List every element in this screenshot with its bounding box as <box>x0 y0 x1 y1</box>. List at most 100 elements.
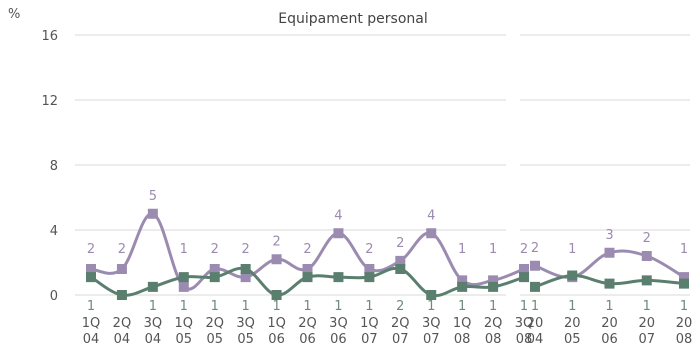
data-label-purple: 5 <box>149 189 157 204</box>
x-tick-label: 07 <box>392 332 409 347</box>
x-tick-label: 04 <box>114 332 131 347</box>
data-label-purple: 1 <box>180 242 188 257</box>
data-label-purple: 2 <box>303 242 311 257</box>
data-label-purple: 1 <box>680 242 688 257</box>
data-label-purple: 2 <box>272 234 280 249</box>
x-tick-label: 05 <box>176 332 193 347</box>
data-label-green: 1 <box>427 299 435 314</box>
x-tick-label: 07 <box>638 332 655 347</box>
x-tick-label: 3Q <box>422 316 441 331</box>
data-label-purple: 2 <box>531 241 539 256</box>
data-label-purple: 2 <box>643 231 651 246</box>
x-tick-label: 08 <box>485 332 502 347</box>
x-tick-label: 20 <box>601 316 618 331</box>
x-tick-label: 3Q <box>329 316 348 331</box>
data-point-green <box>147 281 158 292</box>
data-point-green <box>426 290 437 300</box>
x-tick-label: 2Q <box>113 316 132 331</box>
x-tick-label: 2Q <box>484 316 503 331</box>
data-label-green: 1 <box>605 299 613 314</box>
x-tick-labels: 1Q042Q043Q041Q052Q053Q051Q062Q063Q061Q07… <box>82 316 693 347</box>
data-point-green <box>271 290 282 300</box>
data-label-purple: 2 <box>242 242 250 257</box>
x-tick-label: 1Q <box>453 316 472 331</box>
data-label-purple: 1 <box>489 242 497 257</box>
data-point-green <box>519 272 530 283</box>
x-tick-label: 05 <box>206 332 223 347</box>
x-tick-label: 04 <box>527 332 544 347</box>
data-point-green <box>333 272 344 283</box>
data-point-purple <box>178 281 189 292</box>
data-label-purple: 2 <box>87 242 95 257</box>
data-point-purple <box>488 275 499 286</box>
data-point-green <box>457 281 468 292</box>
data-point-purple <box>604 247 615 258</box>
x-tick-label: 04 <box>145 332 162 347</box>
y-tick-label: 0 <box>50 289 58 304</box>
data-label-purple: 2 <box>520 242 528 257</box>
data-label-green: 1 <box>531 299 539 314</box>
data-point-purple <box>364 264 375 274</box>
data-label-green: 1 <box>149 299 157 314</box>
data-point-purple <box>641 251 652 261</box>
data-point-green <box>488 281 499 292</box>
data-point-green <box>178 272 189 283</box>
data-point-green <box>116 290 127 300</box>
chart-title: Equipament personal <box>278 11 427 27</box>
data-label-purple: 1 <box>568 242 576 257</box>
data-point-green <box>530 281 540 292</box>
data-point-purple <box>426 228 437 239</box>
data-label-green: 1 <box>365 299 373 314</box>
data-point-purple <box>519 264 530 274</box>
y-tick-label: 4 <box>50 224 58 239</box>
data-label-green: 1 <box>680 299 688 314</box>
x-tick-label: 20 <box>564 316 581 331</box>
data-label-green: 1 <box>520 299 528 314</box>
x-tick-label: 04 <box>83 332 100 347</box>
data-label-green: 1 <box>334 299 342 314</box>
data-point-green <box>209 272 220 283</box>
y-tick-label: 12 <box>41 94 58 109</box>
x-tick-label: 2Q <box>391 316 410 331</box>
gridlines <box>75 34 690 296</box>
x-tick-label: 05 <box>237 332 254 347</box>
x-tick-label: 06 <box>330 332 347 347</box>
data-point-purple <box>116 264 127 274</box>
x-tick-label: 05 <box>564 332 581 347</box>
data-point-purple <box>302 264 313 274</box>
data-label-purple: 2 <box>396 236 404 251</box>
data-label-green: 1 <box>180 299 188 314</box>
x-tick-label: 06 <box>601 332 618 347</box>
data-label-green: 2 <box>396 299 404 314</box>
data-point-green <box>364 272 375 283</box>
data-point-green <box>86 272 96 283</box>
x-tick-label: 08 <box>516 332 533 347</box>
data-label-green: 1 <box>211 299 219 314</box>
data-point-green <box>395 264 406 274</box>
x-tick-label: 20 <box>638 316 655 331</box>
data-point-green <box>679 278 689 289</box>
data-label-green: 1 <box>303 299 311 314</box>
x-tick-label: 06 <box>299 332 316 347</box>
data-label-purple: 2 <box>118 242 126 257</box>
y-tick-labels: 0 4 8 12 16 <box>41 29 58 304</box>
x-tick-label: 1Q <box>175 316 194 331</box>
data-label-green: 1 <box>643 299 651 314</box>
data-label-purple: 4 <box>427 208 435 223</box>
data-point-green <box>604 278 615 289</box>
data-label-purple: 4 <box>334 208 342 223</box>
data-point-green <box>302 272 313 283</box>
data-point-purple <box>240 272 251 283</box>
data-label-green: 1 <box>458 299 466 314</box>
data-label-green: 1 <box>242 299 250 314</box>
data-label-purple: 3 <box>605 228 613 243</box>
x-tick-label: 08 <box>454 332 471 347</box>
data-point-green <box>567 270 578 281</box>
data-point-purple <box>395 255 406 266</box>
data-point-purple <box>271 254 282 265</box>
x-tick-label: 1Q <box>360 316 379 331</box>
x-tick-label: 07 <box>423 332 440 347</box>
x-tick-label: 06 <box>268 332 285 347</box>
